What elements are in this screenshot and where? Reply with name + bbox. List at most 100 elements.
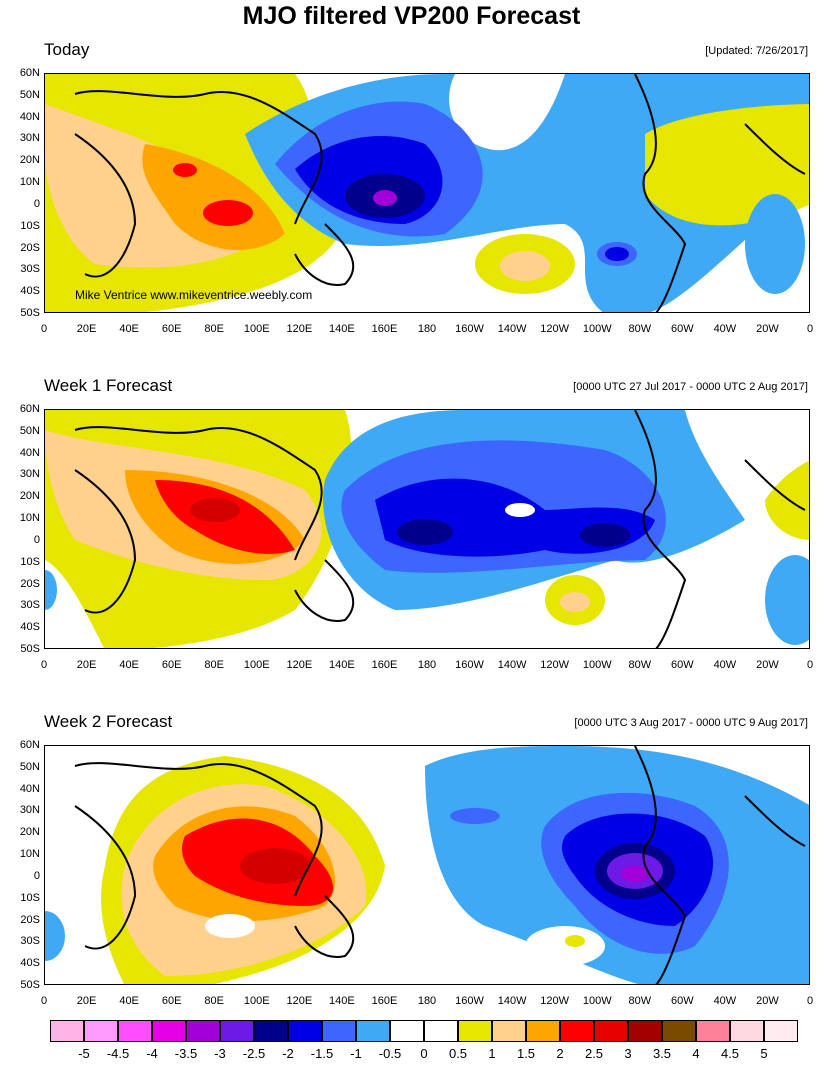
colorbar-swatch [84,1020,118,1042]
lon-label: 60E [161,323,182,335]
lat-label: 50S [20,979,40,991]
colorbar-swatch [356,1020,390,1042]
lon-label: 120E [286,659,313,671]
colorbar-label: -1 [350,1046,362,1061]
colorbar-swatch [526,1020,560,1042]
anomaly-blue-light [45,570,57,610]
lat-label: 10N [19,848,40,861]
lat-label: 10N [19,176,40,189]
panel-title: Week 1 Forecast [44,376,173,395]
lon-label: 20W [756,995,779,1007]
anomaly-blue-dark [397,519,453,545]
lat-label: 50N [19,424,40,437]
lon-label: 40E [119,659,139,671]
lon-label: 180 [417,995,437,1007]
lat-label: 0 [33,197,40,210]
anomaly-white [205,914,255,938]
lon-label: 20W [756,659,779,671]
lat-label: 60N [19,403,40,415]
colorbar-swatch [560,1020,594,1042]
colorbar-swatch [390,1020,424,1042]
colorbar-swatch [594,1020,628,1042]
colorbar-label: -0.5 [378,1046,402,1061]
lon-label: 80E [204,995,225,1007]
lon-label: 160E [371,995,398,1007]
lat-label: 20N [19,826,40,839]
vp200-map-today: Mike Ventrice www.mikeventrice.weebly.co… [44,73,810,313]
colorbar-swatch [322,1020,356,1042]
panel-today: Today [Updated: 7/26/2017] Mike Ventrice… [0,40,823,370]
anomaly-red [173,163,197,177]
colorbar-label: -1.5 [310,1046,334,1061]
colorbar-label: -2.5 [242,1046,266,1061]
lat-label: 20N [19,490,40,503]
colorbar-swatch [254,1020,288,1042]
lon-label: 160W [455,323,484,335]
lat-label: 20S [20,241,40,254]
anomaly-blue-light [765,555,809,645]
lon-label: 40W [713,323,737,335]
colorbar-label: -2 [282,1046,294,1061]
lon-label: 80E [204,323,225,335]
lat-label: 30S [20,935,40,948]
panel-week2: Week 2 Forecast [0000 UTC 3 Aug 2017 - 0… [0,712,823,1042]
coastline [74,410,806,648]
anomaly-white [449,74,565,151]
lon-label: 160W [455,995,484,1007]
anomaly-blue-dark [580,523,630,547]
lon-label: 120E [286,995,313,1007]
colorbar-label: -4 [146,1046,158,1061]
anomaly-purple [621,866,649,882]
lon-label: 140W [497,995,527,1007]
coastline [74,74,806,312]
colorbar-label: 1 [488,1046,496,1061]
colorbar-swatch [764,1020,798,1042]
anomaly-white [505,503,535,517]
lon-label: 160E [371,659,398,671]
colorbar-swatch [186,1020,220,1042]
colorbar-label: -5 [78,1046,90,1061]
colorbar-label: 0.5 [448,1046,468,1061]
lon-label: 40W [713,659,737,671]
lat-label: 30S [20,263,40,276]
anomaly-yellow [565,935,585,947]
lon-label: 20W [756,323,779,335]
colorbar-label: 0 [420,1046,428,1061]
lat-label: 20S [20,913,40,926]
lon-label: 40E [119,323,139,335]
anomaly-red [203,200,253,226]
anomaly-white [525,926,605,966]
anomaly-darkred [240,848,310,884]
lon-label: 60W [671,995,694,1007]
panel-title: Today [44,40,90,59]
panel-note: [0000 UTC 3 Aug 2017 - 0000 UTC 9 Aug 20… [574,717,808,729]
lon-label: 80W [628,323,652,335]
vp200-map-week2 [44,745,810,985]
anomaly-darkred [190,498,240,522]
lat-label: 0 [33,869,40,882]
lon-label: 140W [497,323,527,335]
lat-label: 40S [20,621,40,634]
lon-label: 160W [455,659,484,671]
anomaly-blue-light [745,194,805,294]
lon-label: 100E [243,659,270,671]
coastline [74,746,806,984]
colorbar-label: 2.5 [584,1046,604,1061]
lon-label: 60E [161,659,182,671]
lon-label: 100W [582,659,612,671]
lon-label: 140E [329,659,355,671]
panel-title: Week 2 Forecast [44,712,173,731]
lat-label: 50S [20,643,40,655]
colorbar-swatch [458,1020,492,1042]
lon-label: 120W [540,323,570,335]
colorbar-label: 4 [692,1046,700,1061]
vp200-map-week1 [44,409,810,649]
lat-label: 10S [20,555,40,568]
anomaly-yellow [645,104,809,226]
lon-label: 0 [806,323,814,335]
lon-label: 120W [540,995,570,1007]
colorbar-label: 3.5 [652,1046,672,1061]
lat-label: 60N [19,739,40,751]
lat-label: 50N [19,88,40,101]
lat-label: 40S [20,285,40,298]
